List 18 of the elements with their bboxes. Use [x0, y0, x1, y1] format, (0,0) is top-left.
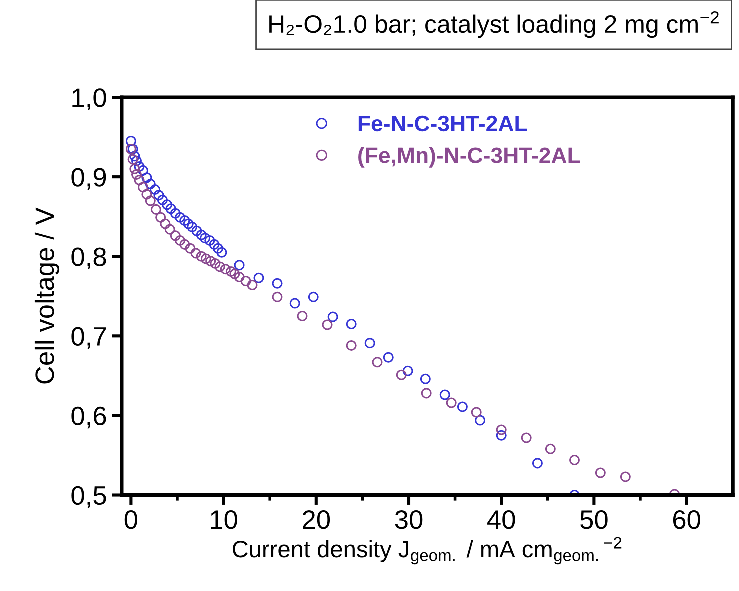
x-tick-label: 30 [395, 510, 423, 530]
x-tick-label: 40 [488, 510, 516, 530]
y-tick-label: 0,6 [72, 406, 106, 429]
x-tick-label: 50 [580, 510, 608, 530]
x-axis-title: Current density J$_{geom.}$ / mA cm$_{geom.}$$^{−2}$ [232, 537, 622, 565]
y-tick-label: 0,7 [72, 327, 106, 350]
x-tick-label: 0 [124, 510, 138, 530]
x-tick-label: 10 [211, 510, 238, 530]
x-tick-label: 60 [673, 510, 700, 530]
y-axis-title: Cell voltage / V [34, 208, 60, 384]
legend-label: (Fe,Mn)-N-C-3HT-2AL [358, 147, 580, 168]
legend-label: Fe-N-C-3HT-2AL [358, 116, 528, 132]
y-tick-label: 0,8 [72, 248, 106, 270]
y-tick-label: 0,5 [72, 486, 106, 508]
x-tick-label: 20 [303, 510, 330, 530]
y-tick-label: 1,0 [72, 88, 106, 110]
chart-title: H₂-O₂1.0 bar; catalyst loading 2 mg cm$^{−2}$ [270, 11, 719, 38]
y-tick-label: 0,9 [72, 168, 106, 190]
